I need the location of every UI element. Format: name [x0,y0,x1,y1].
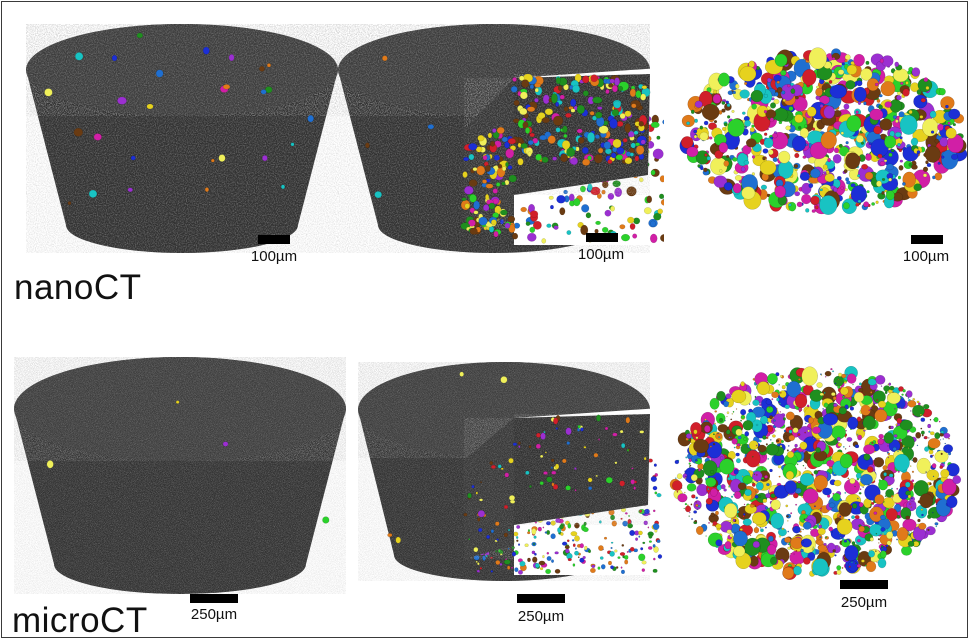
microct-scale-bar-2 [517,594,565,603]
nanoct-segmented-particles-render [679,47,968,215]
microct-particles-panel [666,360,966,585]
nanoct-scale-bar-3 [911,235,943,244]
nanoct-full-cylinder-panel [22,20,342,260]
microct-scale-bar-3 [840,580,888,589]
microct-cutaway-panel [354,360,664,590]
microct-scale-label-1: 250µm [190,606,238,623]
nanoct-particles-panel [674,32,971,247]
nanoct-scale-label-3: 100µm [902,248,950,265]
microct-scale-label-2: 250µm [517,608,565,625]
nanoct-scale-label-1: 100µm [250,248,298,265]
microct-scale-bar-1 [190,594,238,603]
row-label-microct: microCT [12,601,148,640]
microct-cutaway-render [358,362,663,581]
nanoct-full-cylinder-render [26,24,338,253]
microct-segmented-particles-render [669,365,962,580]
microct-full-cylinder-render [14,357,346,594]
nanoct-scale-bar-1 [258,235,290,244]
nanoct-cutaway-render [338,24,664,253]
microct-full-cylinder-panel [10,354,350,599]
nanoct-scale-label-2: 100µm [577,246,625,263]
microct-scale-label-3: 250µm [840,594,888,611]
row-label-nanoct: nanoCT [14,268,142,307]
nanoct-cutaway-panel [334,20,664,260]
nanoct-scale-bar-2 [586,233,618,242]
